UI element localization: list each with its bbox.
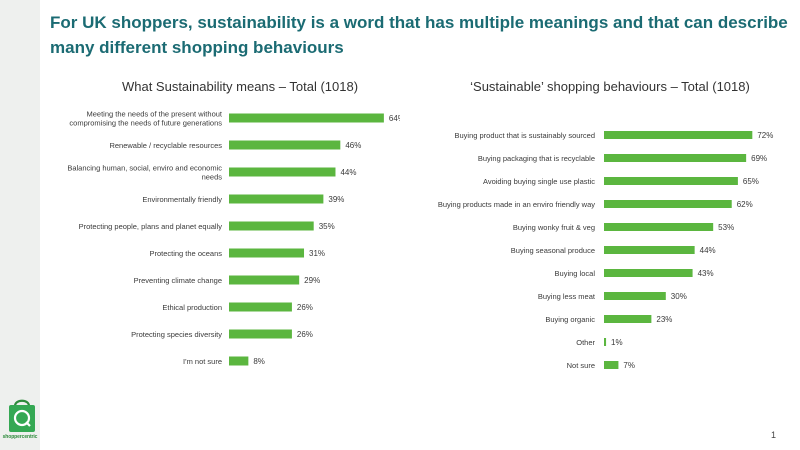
bar: [229, 167, 336, 177]
bar: [229, 248, 305, 258]
category-label: Buying less meat: [538, 292, 596, 301]
category-label: Buying product that is sustainably sourc…: [455, 131, 596, 140]
category-label: Buying packaging that is recyclable: [478, 154, 595, 163]
category-label: Buying products made in an enviro friend…: [438, 200, 595, 209]
value-label: 26%: [297, 330, 313, 339]
category-label: Balancing human, social, enviro and econ…: [67, 164, 222, 182]
category-label: Protecting species diversity: [131, 330, 222, 339]
value-label: 1%: [611, 338, 623, 347]
category-label: Buying organic: [545, 315, 595, 324]
bar: [604, 269, 693, 277]
bar: [604, 292, 666, 300]
logo-text: shoppercentric: [2, 434, 38, 440]
page-number: 1: [770, 430, 776, 440]
value-label: 23%: [656, 315, 672, 324]
bar: [604, 315, 652, 323]
value-label: 65%: [743, 177, 759, 186]
sidebar: [0, 0, 40, 450]
value-label: 26%: [297, 303, 313, 312]
category-label: Renewable / recyclable resources: [109, 141, 222, 150]
category-label: Other: [576, 338, 595, 347]
value-label: 30%: [671, 292, 687, 301]
bar: [229, 140, 341, 150]
bar: [229, 356, 249, 366]
bar: [229, 194, 324, 204]
sustainable-behaviours-chart: Buying product that is sustainably sourc…: [438, 131, 773, 370]
bar: [229, 302, 292, 312]
category-label: Buying seasonal produce: [511, 246, 595, 255]
value-label: 53%: [718, 223, 734, 232]
value-label: 69%: [751, 154, 767, 163]
bar: [604, 223, 714, 231]
sustainability-meaning-chart: Meeting the needs of the present without…: [67, 110, 400, 367]
value-label: 29%: [304, 276, 320, 285]
bar: [604, 131, 753, 139]
value-label: 7%: [623, 361, 635, 370]
bar: [229, 221, 314, 231]
right-chart-title: ‘Sustainable’ shopping behaviours – Tota…: [470, 79, 750, 94]
value-label: 43%: [698, 269, 714, 278]
bar: [604, 338, 607, 346]
bar: [229, 329, 292, 339]
category-label: Buying wonky fruit & veg: [513, 223, 595, 232]
value-label: 8%: [253, 357, 265, 366]
bar: [229, 275, 300, 285]
value-label: 44%: [340, 168, 356, 177]
shopping-bag-logo-icon: [9, 399, 35, 432]
category-label: Ethical production: [162, 303, 222, 312]
bar: [604, 177, 738, 185]
value-label: 64%: [389, 114, 400, 123]
bar: [229, 113, 384, 123]
category-label: I'm not sure: [183, 357, 222, 366]
category-label: Avoiding buying single use plastic: [483, 177, 595, 186]
value-label: 35%: [319, 222, 335, 231]
value-label: 46%: [345, 141, 361, 150]
value-label: 62%: [737, 200, 753, 209]
category-label: Environmentally friendly: [142, 195, 222, 204]
category-label: Protecting the oceans: [149, 249, 222, 258]
left-chart-title: What Sustainability means – Total (1018): [121, 79, 359, 94]
bar: [604, 246, 695, 254]
bar: [604, 361, 619, 369]
value-label: 39%: [328, 195, 344, 204]
category-label: Not sure: [567, 361, 595, 370]
value-label: 31%: [309, 249, 325, 258]
bar: [604, 154, 747, 162]
value-label: 44%: [700, 246, 716, 255]
category-label: Preventing climate change: [134, 276, 222, 285]
bar: [604, 200, 732, 208]
category-label: Buying local: [555, 269, 596, 278]
category-label: Protecting people, plans and planet equa…: [79, 222, 223, 231]
slide-title: For UK shoppers, sustainability is a wor…: [50, 13, 788, 57]
value-label: 72%: [757, 131, 773, 140]
category-label: Meeting the needs of the present without…: [69, 110, 222, 128]
